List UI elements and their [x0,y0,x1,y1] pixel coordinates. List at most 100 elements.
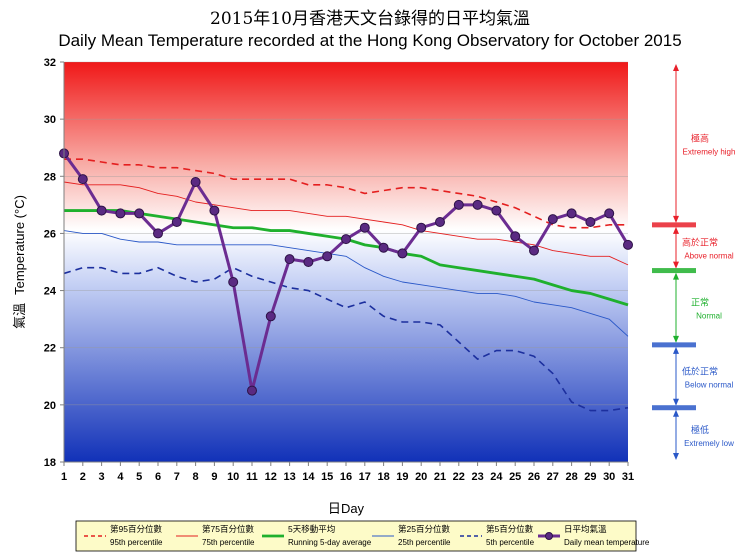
x-tick-label: 20 [415,471,427,483]
band-boundary-bar [652,222,696,228]
band-label-en: Above normal [684,252,734,261]
x-tick-label: 16 [340,471,352,483]
y-tick-label: 30 [44,114,56,126]
band-label-zh: 高於正常 [682,237,718,248]
chart-subtitle: Daily Mean Temperature recorded at the H… [58,31,682,50]
y-axis-title-zh: 氣溫 [13,303,28,329]
band-arrow-up [673,226,679,234]
x-tick-label: 15 [321,471,333,483]
data-point-daily [284,254,295,265]
legend-label-en: 95th percentile [110,538,163,547]
x-tick-label: 24 [490,471,503,483]
x-tick-label: 4 [117,471,124,483]
y-tick-label: 22 [44,343,56,355]
data-point-daily [96,205,107,216]
x-tick-label: 21 [434,471,446,483]
data-point-daily [566,208,577,219]
x-tick-label: 22 [453,471,465,483]
data-point-daily [359,222,370,233]
data-point-daily [322,251,333,262]
data-point-daily [153,228,163,239]
x-tick-label: 9 [211,471,217,483]
band-label-zh: 低於正常 [682,365,718,376]
data-point-daily [397,248,408,259]
band-label-en: Normal [696,312,722,321]
x-tick-label: 30 [603,471,615,483]
band-label-en: Below normal [685,380,734,389]
x-tick-label: 28 [565,471,577,483]
x-tick-label: 27 [547,471,559,483]
y-tick-label: 24 [44,286,57,298]
data-point-daily [472,199,483,210]
x-tick-label: 10 [227,471,239,483]
data-point-daily [171,217,182,227]
x-tick-label: 7 [174,471,180,483]
data-point-daily [453,199,464,210]
band-boundary-bar [652,268,696,274]
data-point-daily [77,174,88,185]
data-point-daily [228,277,239,287]
band-boundary-bar [652,342,696,348]
x-axis-title: 日Day [328,501,365,517]
data-point-daily [416,222,427,233]
band-arrow-up [673,409,679,417]
band-label-en: Extremely high [683,147,736,156]
y-tick-label: 26 [44,228,56,240]
series-line-p75 [63,181,629,266]
x-tick-label: 8 [193,471,199,483]
data-point-daily [510,231,521,242]
x-tick-label: 25 [509,471,521,483]
data-point-daily [115,208,126,219]
legend-label-zh: 第25百分位數 [398,524,450,534]
band-arrow-up [673,272,679,280]
data-point-daily [491,205,502,216]
legend-label-zh: 第5百分位數 [486,524,534,534]
x-tick-label: 31 [622,471,634,483]
data-point-daily [604,208,615,219]
x-tick-label: 17 [359,471,371,483]
series-line-p5 [63,266,629,412]
chart-title: 2015年10月香港天文台錄得的日平均氣溫 [210,9,530,29]
data-point-daily [134,208,145,219]
y-tick-label: 20 [44,400,56,412]
y-axis-title-text: 氣溫 Temperature (°C) [12,195,28,329]
x-tick-label: 26 [528,471,540,483]
x-tick-label: 14 [302,471,315,483]
y-tick-label: 32 [44,57,56,69]
data-point-daily [209,205,220,216]
band-label-en: Extremely low [684,439,734,448]
band-label-zh: 極低 [691,424,709,435]
data-point-daily [435,217,445,227]
y-axis-title: 氣溫 Temperature (°C) [12,195,28,329]
legend-label-en: 25th percentile [398,538,451,547]
band-arrow-down [673,215,679,223]
band-arrow-down [673,335,679,343]
legend-label-zh: 第95百分位數 [110,524,162,534]
legend-label-en: Daily mean temperature [564,538,650,547]
x-axis-title-en: Day [341,501,365,516]
x-tick-label: 23 [471,471,483,483]
x-tick-label: 6 [155,471,161,483]
x-tick-label: 12 [265,471,277,483]
x-tick-label: 19 [396,471,408,483]
x-tick-label: 18 [377,471,389,483]
x-tick-label: 1 [61,471,67,483]
series-line-p25 [63,230,629,337]
y-tick-label: 18 [44,457,56,469]
x-tick-label: 5 [136,471,142,483]
data-point-daily [303,257,314,267]
data-point-daily [378,242,389,253]
band-arrow-up [673,346,679,354]
x-tick-label: 11 [246,471,258,483]
band-arrow-down [673,261,679,269]
legend-marker-daily [545,532,553,540]
legend-label-en: 75th percentile [202,538,255,547]
band-arrow-down [673,398,679,406]
data-point-daily [341,234,351,245]
legend-label-en: Running 5-day average [288,538,372,547]
data-point-daily [547,214,558,225]
x-tick-label: 3 [99,471,105,483]
x-tick-label: 13 [283,471,295,483]
x-tick-label: 2 [80,471,86,483]
